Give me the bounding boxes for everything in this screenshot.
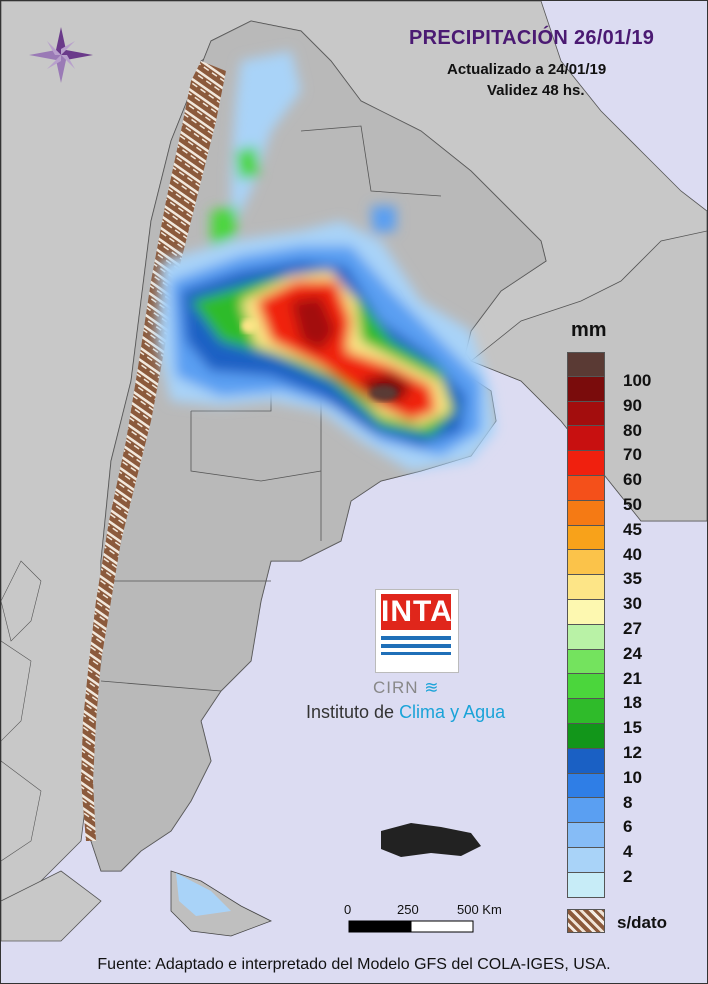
legend-tick-label: 10 [623, 767, 642, 787]
legend-swatch [567, 475, 605, 501]
legend-tick-label: 70 [623, 445, 642, 465]
argentina-landmass [85, 20, 547, 937]
legend-tick-label: 8 [623, 792, 633, 812]
legend-swatch [567, 649, 605, 675]
legend-swatch [567, 550, 605, 576]
legend-tick-label: 100 [623, 371, 652, 390]
updated-date: Actualizado a 24/01/19 [447, 61, 607, 78]
legend-tick-label: 4 [623, 842, 633, 862]
nodata-band [81, 61, 226, 841]
legend-swatch [567, 872, 605, 898]
inta-logo: INTA [375, 589, 459, 673]
map-title: PRECIPITACIÓN 26/01/19 [409, 27, 655, 49]
validity-text: Validez 48 hs. [487, 82, 585, 99]
precipitation-field [156, 51, 496, 471]
legend-swatch [567, 823, 605, 848]
cirn-text: CIRN ≋ [373, 678, 440, 697]
legend-tick-label: 60 [623, 470, 642, 490]
compass-rose-icon [29, 27, 93, 83]
legend-tick-label: 2 [623, 867, 633, 886]
legend-tick-label: 45 [623, 519, 642, 539]
institute-name: Instituto de Clima y Agua [306, 702, 506, 722]
inta-logo-text: INTA [381, 594, 453, 630]
legend-tick-label: 6 [623, 817, 633, 837]
logo-stripe [381, 636, 451, 640]
legend-tick-label: 27 [623, 619, 642, 638]
legend-tick-label: 30 [623, 594, 642, 614]
legend-swatch [567, 500, 605, 526]
legend-swatch [567, 575, 605, 600]
legend-tick-label: 50 [623, 495, 642, 514]
legend-swatch [567, 624, 605, 650]
legend-swatch [567, 426, 605, 452]
legend-swatch [567, 525, 605, 551]
scale-bar [348, 920, 474, 933]
legend-swatch [567, 401, 605, 427]
logo-stripe [381, 652, 451, 655]
scale-label-500: 500 Km [457, 902, 502, 917]
legend-swatch [567, 798, 605, 824]
logo-stripe [381, 644, 451, 648]
waves-icon: ≋ [424, 678, 440, 697]
legend-swatch [567, 674, 605, 700]
legend-tick-label: 24 [623, 643, 642, 663]
legend-swatch [567, 699, 605, 724]
nodata-swatch [567, 909, 605, 933]
nodata-label: s/dato [617, 913, 668, 932]
legend-swatch [567, 599, 605, 625]
legend-swatch [567, 352, 605, 377]
legend-tick-label: 12 [623, 743, 642, 762]
legend-tick-label: 40 [623, 544, 642, 564]
legend-tick-label: 21 [623, 668, 642, 688]
scale-label-0: 0 [344, 902, 352, 917]
legend-tick-label: 15 [623, 718, 642, 738]
legend-tick-label: 90 [623, 395, 642, 415]
legend-tick-label: 80 [623, 420, 642, 440]
legend-swatch [567, 773, 605, 799]
legend-colorbar [567, 352, 607, 898]
legend-swatch [567, 723, 605, 749]
legend-swatch [567, 376, 605, 402]
legend-tick-label: 35 [623, 569, 642, 589]
legend-unit: mm [571, 319, 607, 341]
legend-swatch [567, 451, 605, 476]
legend-swatch [567, 847, 605, 873]
legend-tick-label: 18 [623, 693, 642, 713]
scale-label-250: 250 [397, 902, 419, 917]
source-footer: Fuente: Adaptado e interpretado del Mode… [97, 956, 611, 973]
legend-swatch [567, 748, 605, 774]
